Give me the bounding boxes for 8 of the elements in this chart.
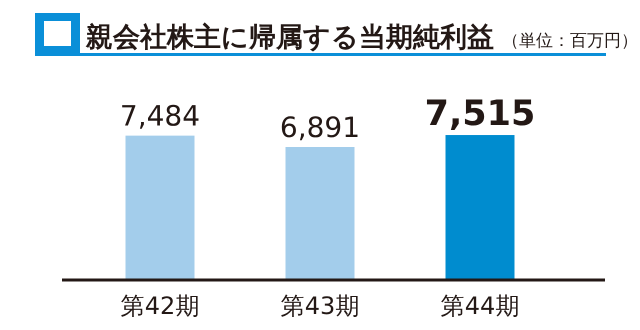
chart-title: 親会社株主に帰属する当期純利益 (85, 22, 494, 53)
x-tick-label: 第42期 (120, 292, 200, 320)
data-label: 6,891 (280, 110, 360, 144)
x-tick-label: 第44期 (440, 292, 520, 320)
data-label: 7,515 (424, 94, 536, 134)
x-tick-label: 第43期 (280, 292, 360, 320)
data-label: 7,484 (120, 100, 200, 133)
chart-subtitle: （単位：百万円） (502, 31, 638, 51)
